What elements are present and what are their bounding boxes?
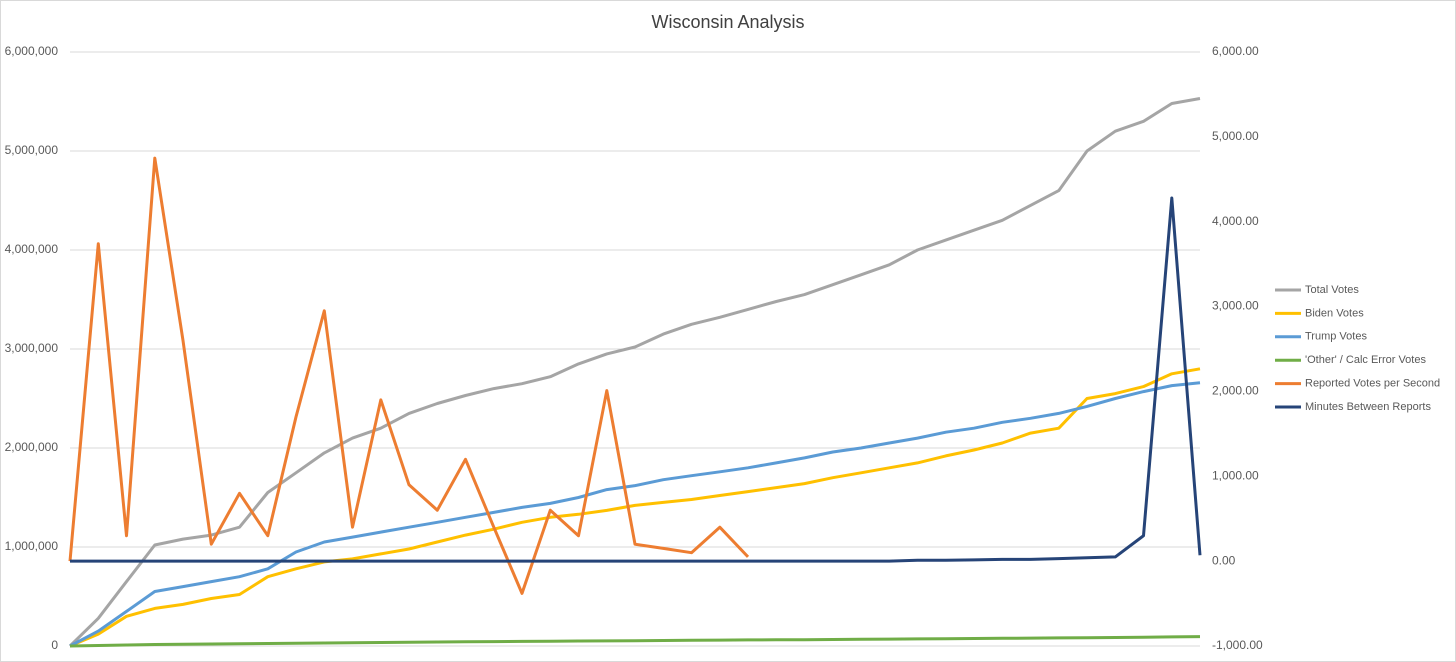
y-tick-label: 0 <box>51 638 58 652</box>
y-tick-label: 3,000,000 <box>5 341 59 355</box>
y2-tick-label: 0.00 <box>1212 553 1236 567</box>
legend-label: Total Votes <box>1305 284 1359 296</box>
series-line <box>69 635 1201 648</box>
y-tick-label: 1,000,000 <box>5 539 59 553</box>
series-line <box>69 367 1201 648</box>
legend-label: Minutes Between Reports <box>1305 401 1431 413</box>
y2-tick-label: -1,000.00 <box>1212 638 1263 652</box>
y-tick-label: 4,000,000 <box>5 242 59 256</box>
y2-tick-label: 5,000.00 <box>1212 129 1259 143</box>
series-line <box>68 97 1201 648</box>
legend-label: 'Other' / Calc Error Votes <box>1305 354 1426 366</box>
legend-label: Reported Votes per Second <box>1305 378 1440 390</box>
legend-label: Biden Votes <box>1305 307 1364 319</box>
y-tick-label: 6,000,000 <box>5 44 59 58</box>
series-line <box>69 381 1201 648</box>
y-tick-label: 2,000,000 <box>5 440 59 454</box>
series-line <box>68 156 750 595</box>
series-line <box>70 196 1202 563</box>
y2-tick-label: 1,000.00 <box>1212 468 1259 482</box>
y-tick-label: 5,000,000 <box>5 143 59 157</box>
y2-tick-label: 3,000.00 <box>1212 299 1259 313</box>
y2-tick-label: 4,000.00 <box>1212 214 1259 228</box>
y2-tick-label: 2,000.00 <box>1212 384 1259 398</box>
chart-title: Wisconsin Analysis <box>651 12 804 32</box>
legend-label: Trump Votes <box>1305 331 1367 343</box>
y2-tick-label: 6,000.00 <box>1212 44 1259 58</box>
